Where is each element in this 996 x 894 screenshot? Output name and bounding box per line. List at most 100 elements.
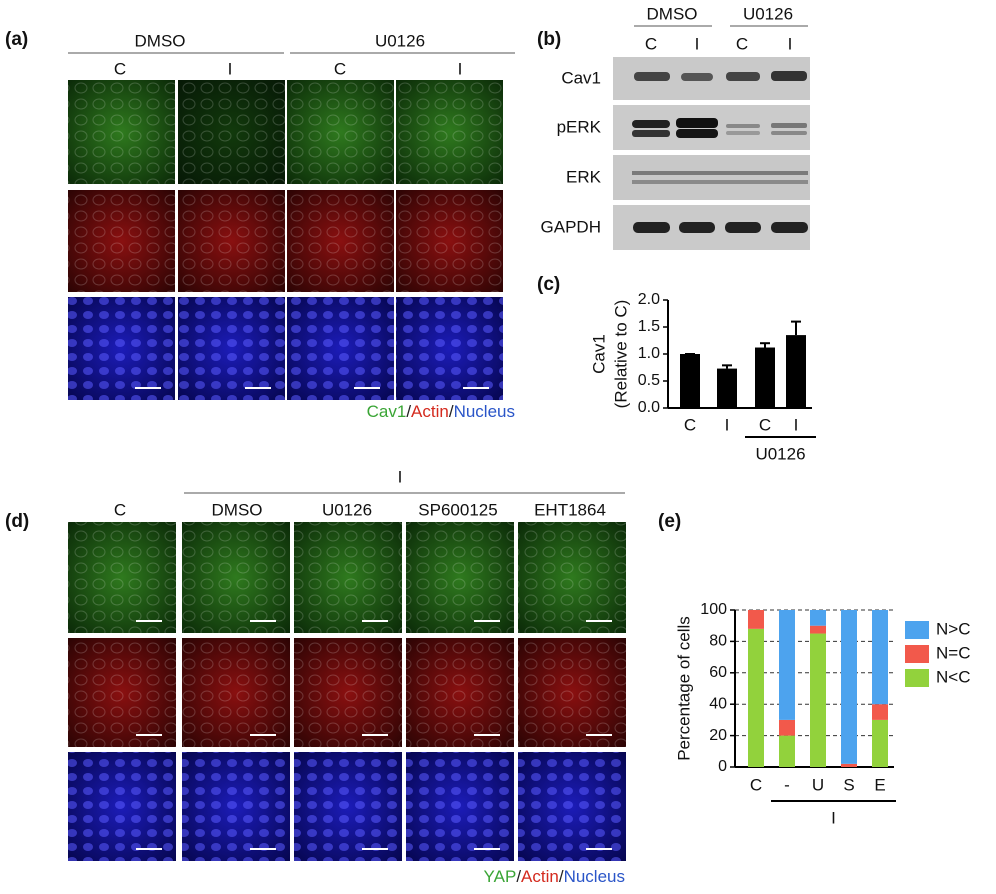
group-label: I	[831, 808, 836, 827]
group-label: DMSO	[135, 31, 186, 50]
column-label: C	[736, 34, 748, 53]
x-tick-label: C	[759, 415, 771, 434]
bar-segment	[810, 625, 826, 634]
micrograph-texture	[406, 638, 514, 747]
bar	[717, 368, 737, 408]
legend-part: YAP	[484, 867, 517, 886]
legend-part: /	[406, 402, 411, 421]
column-label: EHT1864	[534, 500, 606, 519]
micrograph-texture	[294, 752, 402, 861]
panel-label: (a)	[5, 29, 28, 50]
x-tick-label: I	[794, 415, 799, 434]
bar-segment	[872, 704, 888, 720]
bar	[786, 335, 806, 408]
micrograph-texture	[182, 638, 290, 747]
x-tick-label: S	[843, 775, 854, 794]
blot-band	[726, 72, 760, 81]
legend-swatch	[905, 645, 929, 663]
micrograph-texture	[406, 752, 514, 861]
micrograph-texture	[178, 297, 285, 400]
blot-band	[676, 118, 718, 128]
micrograph-texture	[287, 80, 394, 184]
bar-segment	[841, 610, 857, 764]
row-label: pERK	[557, 117, 602, 136]
blot-band	[676, 129, 718, 138]
blot-band	[726, 124, 760, 128]
micrograph-texture	[396, 297, 503, 400]
micrograph-grid	[68, 522, 626, 861]
bar-segment	[748, 610, 764, 629]
blot-band	[726, 131, 760, 135]
blot-band	[632, 130, 670, 137]
y-axis-label: (Relative to C)	[611, 300, 630, 409]
blot-band	[679, 222, 715, 233]
bar-segment	[872, 719, 888, 767]
legend-label: N<C	[936, 667, 970, 686]
legend-part: Cav1	[367, 402, 407, 421]
channel-legend: YAP/Actin/Nucleus	[484, 867, 625, 886]
legend-part: Nucleus	[454, 402, 515, 421]
legend-part: Actin	[411, 402, 449, 421]
column-label: C	[645, 34, 657, 53]
panel-label: (e)	[658, 511, 681, 532]
column-label: I	[695, 34, 700, 53]
bar-segment	[872, 610, 888, 705]
micrograph-texture	[518, 638, 626, 747]
legend-part: /	[449, 402, 454, 421]
y-tick-label: 1.5	[638, 318, 660, 335]
micrograph-texture	[68, 522, 176, 633]
blot-band	[632, 180, 808, 184]
row-label: GAPDH	[541, 217, 601, 236]
bar-segment	[810, 610, 826, 626]
bar	[680, 354, 700, 408]
bar-segment	[779, 735, 795, 767]
column-label: SP600125	[418, 500, 497, 519]
column-label: I	[788, 34, 793, 53]
bar	[755, 347, 775, 408]
legend-swatch	[905, 621, 929, 639]
y-tick-label: 2.0	[638, 291, 660, 308]
x-tick-label: -	[784, 775, 790, 794]
column-label: C	[114, 59, 126, 78]
micrograph-texture	[287, 297, 394, 400]
micrograph-texture	[178, 80, 285, 184]
y-axis-label: Percentage of cells	[674, 616, 693, 761]
micrograph-texture	[182, 522, 290, 633]
micrograph-texture	[518, 522, 626, 633]
bar-segment	[748, 628, 764, 767]
y-tick-label: 0	[718, 758, 727, 775]
blot-band	[632, 120, 670, 128]
micrograph-texture	[68, 297, 175, 400]
x-tick-label: C	[750, 775, 762, 794]
x-tick-label: I	[725, 415, 730, 434]
blot-strip	[613, 155, 810, 200]
micrograph-texture	[178, 190, 285, 292]
bar-segment	[841, 763, 857, 767]
panel-label: (b)	[537, 29, 561, 50]
panel-label: (d)	[5, 511, 29, 532]
x-tick-label: U	[812, 775, 824, 794]
bar-segment	[779, 719, 795, 736]
micrograph-texture	[182, 752, 290, 861]
legend-label: N=C	[936, 643, 970, 662]
y-tick-label: 1.0	[638, 345, 660, 362]
blot-band	[771, 71, 807, 81]
group-label: I	[398, 467, 403, 486]
micrograph-texture	[396, 190, 503, 292]
column-label: C	[114, 500, 126, 519]
charts: (c) 0.0 0.5 1.0 1.5 2.0 Cav1 (Relative to C) C I C…	[537, 274, 970, 827]
micrograph-texture	[406, 522, 514, 633]
micrograph-texture	[287, 190, 394, 292]
y-tick-label: 80	[709, 633, 727, 650]
column-label: DMSO	[212, 500, 263, 519]
y-tick-label: 60	[709, 664, 727, 681]
column-label: I	[228, 59, 233, 78]
blot-band	[634, 72, 670, 81]
micrograph-texture	[68, 638, 176, 747]
panel-label: (c)	[537, 274, 560, 295]
micrograph-texture	[68, 190, 175, 292]
y-axis-label: Cav1	[589, 334, 608, 374]
y-tick-label: 100	[700, 601, 727, 618]
micrograph-grid	[68, 80, 503, 400]
